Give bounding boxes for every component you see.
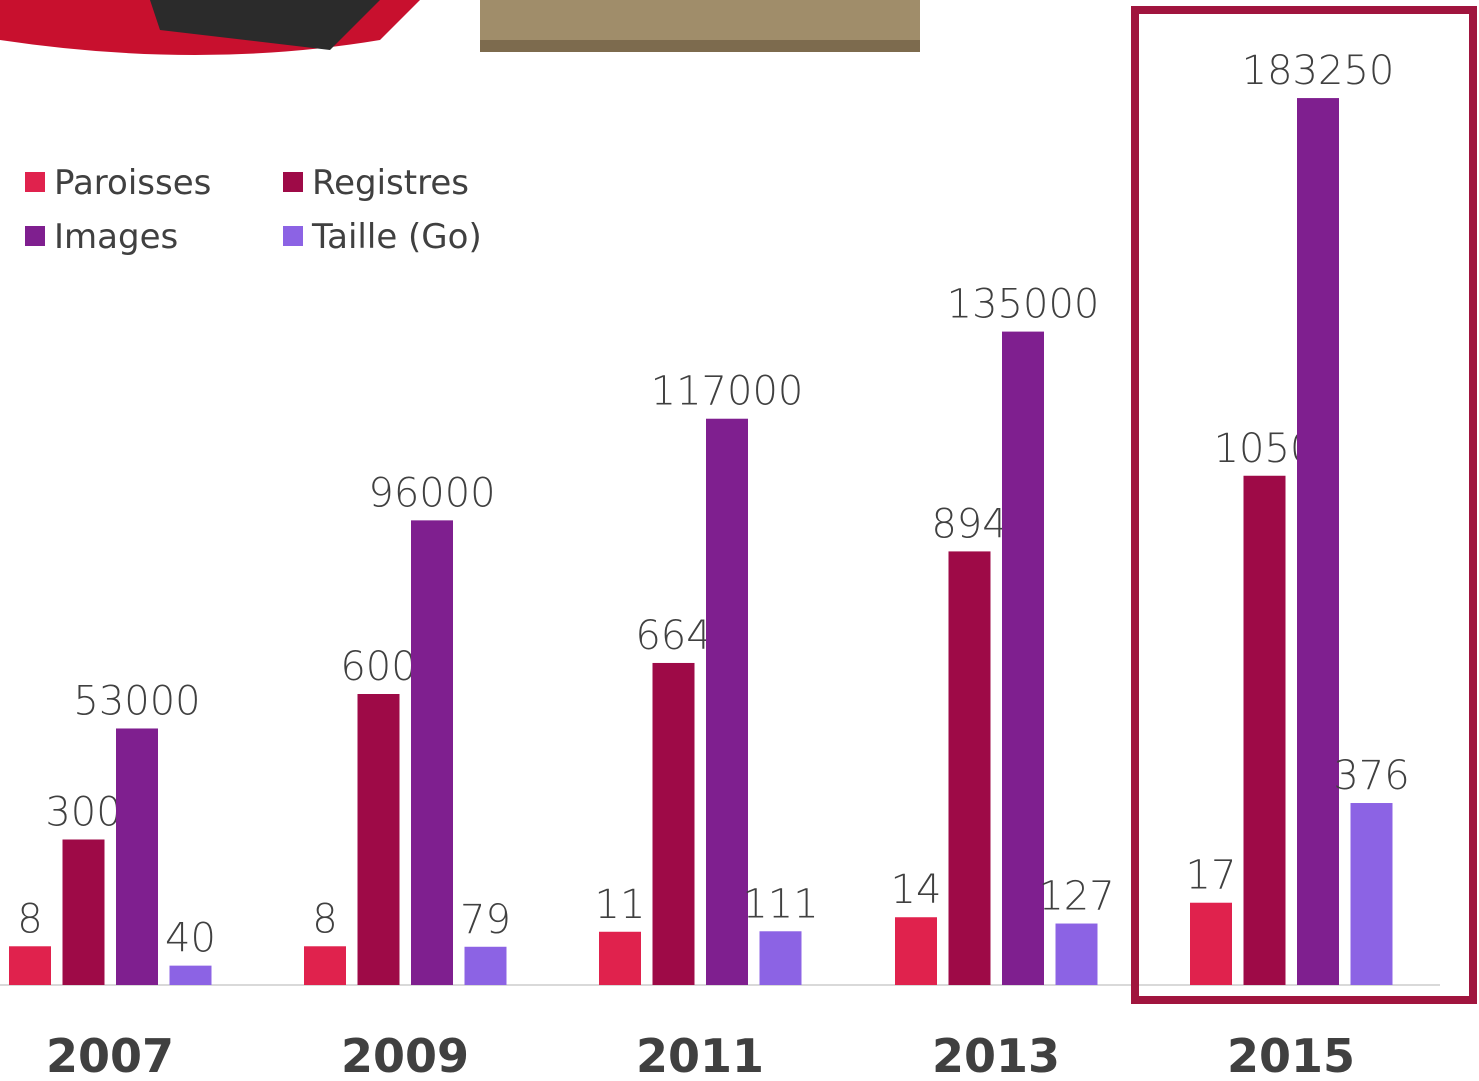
value-label: 79: [460, 897, 511, 943]
bar: [1297, 98, 1339, 985]
photo-books-base: [480, 40, 920, 52]
bar: [63, 840, 105, 986]
value-label: 8: [17, 896, 42, 942]
value-label: 127: [1038, 874, 1114, 920]
x-tick-label: 2007: [46, 1029, 174, 1081]
value-label: 135000: [947, 282, 1100, 328]
bar: [1244, 476, 1286, 985]
bar: [1190, 903, 1232, 985]
bar: [895, 917, 937, 985]
value-label: 664: [635, 613, 711, 659]
value-label: 14: [891, 867, 942, 913]
value-label: 8: [312, 896, 337, 942]
bar: [760, 931, 802, 985]
value-label: 11: [595, 882, 646, 928]
bar: [116, 728, 158, 985]
legend-swatch: [283, 172, 303, 192]
legend-swatch: [25, 226, 45, 246]
value-label: 117000: [651, 369, 804, 415]
legend-swatch: [283, 226, 303, 246]
value-label: 40: [165, 916, 216, 962]
bar: [411, 520, 453, 985]
bar: [465, 947, 507, 985]
bar: [9, 946, 51, 985]
bar: [170, 966, 212, 985]
value-label: 183250: [1242, 48, 1395, 94]
legend-swatch: [25, 172, 45, 192]
value-label: 376: [1333, 753, 1409, 799]
x-tick-label: 2009: [341, 1029, 469, 1081]
legend-label: Registres: [312, 163, 469, 203]
value-label: 111: [742, 881, 818, 927]
bar: [599, 932, 641, 985]
value-label: 300: [45, 790, 121, 836]
bar: [304, 946, 346, 985]
value-label: 53000: [73, 678, 200, 724]
value-label: 894: [931, 501, 1007, 547]
x-tick-label: 2011: [636, 1029, 764, 1081]
value-label: 600: [340, 644, 416, 690]
x-tick-label: 2015: [1227, 1029, 1355, 1081]
bar: [1056, 924, 1098, 985]
legend-label: Images: [54, 217, 178, 257]
bar: [949, 551, 991, 985]
value-label: 17: [1186, 853, 1237, 899]
bar: [358, 694, 400, 985]
value-label: 96000: [368, 470, 495, 516]
decor-photos: [0, 0, 920, 55]
bar: [1351, 803, 1393, 985]
legend-label: Taille (Go): [311, 217, 482, 257]
chart: 8 300 53000 40 2007 8 600 96000 79 2009 11 664 11700…: [0, 0, 1479, 1081]
legend-label: Paroisses: [54, 163, 211, 203]
bar: [653, 663, 695, 985]
x-tick-label: 2013: [932, 1029, 1060, 1081]
